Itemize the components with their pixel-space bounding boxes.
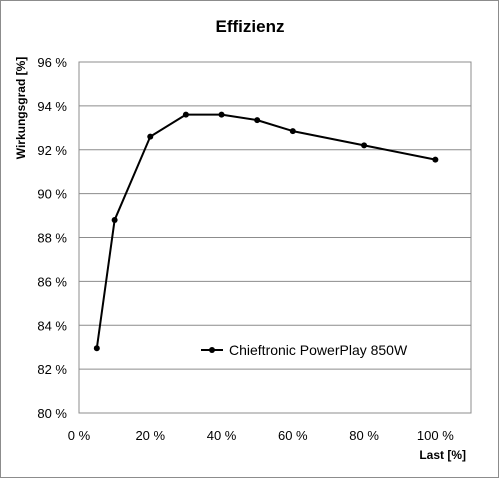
data-point bbox=[218, 111, 225, 118]
y-tick-label: 92 % bbox=[37, 143, 67, 158]
y-axis-tick-labels: 80 % 82 % 84 % 86 % 88 % 90 % 92 % 94 % 96 % bbox=[37, 55, 67, 421]
data-point bbox=[93, 345, 100, 352]
y-tick-label: 86 % bbox=[37, 274, 67, 289]
y-tick-label: 88 % bbox=[37, 231, 67, 246]
x-tick-label: 60 % bbox=[278, 428, 308, 443]
x-tick-label: 100 % bbox=[417, 428, 454, 443]
data-series bbox=[93, 111, 439, 352]
y-tick-label: 82 % bbox=[37, 362, 67, 377]
x-axis-tick-labels: 0 % 20 % 40 % 60 % 80 % 100 % bbox=[68, 428, 454, 443]
data-point bbox=[289, 128, 296, 135]
x-tick-label: 80 % bbox=[349, 428, 379, 443]
grid-lines bbox=[79, 105, 471, 370]
y-tick-label: 80 % bbox=[37, 406, 67, 421]
data-point bbox=[432, 156, 439, 163]
data-point bbox=[111, 216, 118, 223]
x-tick-label: 0 % bbox=[68, 428, 91, 443]
y-tick-label: 94 % bbox=[37, 99, 67, 114]
y-axis-title: Wirkungsgrad [%] bbox=[14, 57, 28, 160]
data-point bbox=[361, 142, 368, 149]
x-tick-label: 20 % bbox=[135, 428, 165, 443]
chart-title: Effizienz bbox=[216, 17, 285, 36]
data-point bbox=[254, 117, 261, 124]
y-tick-label: 84 % bbox=[37, 318, 67, 333]
legend: Chieftronic PowerPlay 850W bbox=[201, 342, 408, 358]
y-tick-label: 90 % bbox=[37, 187, 67, 202]
y-tick-label: 96 % bbox=[37, 55, 67, 70]
data-point bbox=[182, 111, 189, 118]
x-axis-title: Last [%] bbox=[419, 448, 466, 462]
x-tick-label: 40 % bbox=[207, 428, 237, 443]
plot-area bbox=[78, 61, 472, 414]
legend-swatch-marker bbox=[209, 347, 215, 353]
legend-label: Chieftronic PowerPlay 850W bbox=[229, 342, 408, 358]
data-point bbox=[147, 133, 154, 140]
